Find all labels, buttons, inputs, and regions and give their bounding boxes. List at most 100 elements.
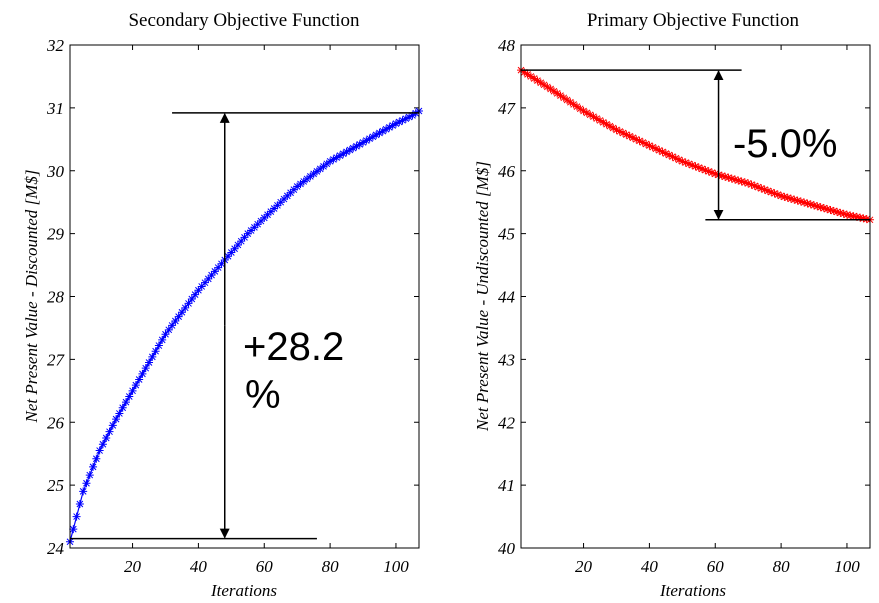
data-point-marker — [79, 487, 88, 496]
data-point-marker — [89, 462, 98, 471]
data-point-marker — [572, 102, 581, 111]
y-tick-label: 30 — [46, 162, 65, 181]
data-point-marker — [757, 184, 766, 193]
data-point-marker — [263, 210, 272, 219]
data-point-marker — [625, 132, 634, 141]
data-point-marker — [319, 162, 328, 171]
data-point-marker — [546, 85, 555, 94]
data-point-marker — [230, 244, 239, 253]
data-point-marker — [128, 386, 137, 395]
y-tick-label: 25 — [47, 476, 64, 495]
y-tick-label: 28 — [47, 288, 65, 307]
data-point-marker — [299, 177, 308, 186]
data-point-marker — [322, 159, 331, 168]
data-point-marker — [309, 169, 318, 178]
data-point-marker — [342, 147, 351, 156]
data-point-marker — [731, 175, 740, 184]
data-point-marker — [694, 163, 703, 172]
data-point-marker — [247, 226, 256, 235]
y-tick-label: 29 — [47, 225, 65, 244]
data-point-marker — [540, 80, 549, 89]
data-point-marker — [856, 213, 865, 222]
data-point-marker — [233, 240, 242, 249]
data-point-marker — [72, 512, 81, 521]
data-point-marker — [375, 129, 384, 138]
data-point-marker — [800, 198, 809, 207]
data-point-marker — [372, 130, 381, 139]
data-point-marker — [681, 158, 690, 167]
data-point-marker — [790, 195, 799, 204]
data-point-marker — [154, 341, 163, 350]
data-point-marker — [204, 274, 213, 283]
data-point-marker — [744, 179, 753, 188]
data-point-marker — [98, 440, 107, 449]
data-point-marker — [836, 208, 845, 217]
data-point-marker — [345, 146, 354, 155]
y-tick-label: 48 — [498, 36, 516, 55]
data-point-marker — [754, 183, 763, 192]
data-point-marker — [121, 398, 130, 407]
annotation-label-line2: % — [245, 373, 281, 417]
data-point-marker — [559, 93, 568, 102]
data-point-marker — [405, 113, 414, 122]
data-point-marker — [191, 290, 200, 299]
y-tick-label: 40 — [498, 539, 516, 558]
data-point-marker — [135, 375, 144, 384]
data-point-marker — [378, 127, 387, 136]
data-point-marker — [612, 125, 621, 134]
y-tick-label: 44 — [498, 288, 516, 307]
plot-area: 40 41 42 43 44 45 46 47 48 20 40 60 80 100 — [498, 36, 874, 576]
data-point-marker — [796, 197, 805, 206]
data-point-marker — [622, 130, 631, 139]
data-point-marker — [108, 421, 117, 430]
data-point-marker — [85, 471, 94, 480]
data-point-marker — [125, 392, 134, 401]
data-point-marker — [270, 204, 279, 213]
data-point-marker — [596, 116, 605, 125]
data-point-marker — [645, 141, 654, 150]
data-point-marker — [151, 347, 160, 356]
data-point-marker — [717, 171, 726, 180]
data-point-marker — [760, 185, 769, 194]
y-axis-label: Net Present Value - Undiscounted [M$] — [473, 161, 492, 432]
data-point-marker — [737, 177, 746, 186]
data-point-marker — [750, 181, 759, 190]
data-point-marker — [395, 117, 404, 126]
data-point-marker — [678, 157, 687, 166]
x-tick-label: 100 — [383, 557, 409, 576]
x-tick-label: 20 — [124, 557, 142, 576]
data-point-marker — [329, 155, 338, 164]
data-point-marker — [168, 321, 177, 330]
data-point-marker — [520, 68, 529, 77]
data-point-marker — [115, 409, 124, 418]
data-point-marker — [605, 122, 614, 131]
data-point-marker — [303, 174, 312, 183]
data-point-marker — [849, 212, 858, 221]
data-point-marker — [385, 123, 394, 132]
data-point-marker — [352, 142, 361, 151]
data-point-marker — [224, 252, 233, 261]
data-point-marker — [82, 479, 91, 488]
data-point-marker — [859, 214, 868, 223]
data-point-marker — [793, 196, 802, 205]
data-point-marker — [158, 335, 167, 344]
data-point-marker — [651, 144, 660, 153]
data-point-marker — [536, 78, 545, 87]
data-point-marker — [332, 153, 341, 162]
data-point-marker — [355, 140, 364, 149]
data-point-marker — [566, 98, 575, 107]
data-point-marker — [174, 312, 183, 321]
data-point-marker — [243, 229, 252, 238]
data-point-marker — [688, 161, 697, 170]
data-point-marker — [382, 125, 391, 134]
data-point-marker — [316, 164, 325, 173]
data-point-marker — [398, 116, 407, 125]
chart-secondary-objective: Secondary Objective Function Net Present… — [22, 10, 423, 600]
data-point-marker — [655, 146, 664, 155]
data-point-marker — [632, 135, 641, 144]
annotation-label: -5.0% — [733, 122, 838, 166]
annotation-label-line1: +28.2 — [243, 325, 344, 369]
data-point-marker — [671, 154, 680, 163]
data-point-marker — [141, 364, 150, 373]
data-point-marker — [530, 74, 539, 83]
